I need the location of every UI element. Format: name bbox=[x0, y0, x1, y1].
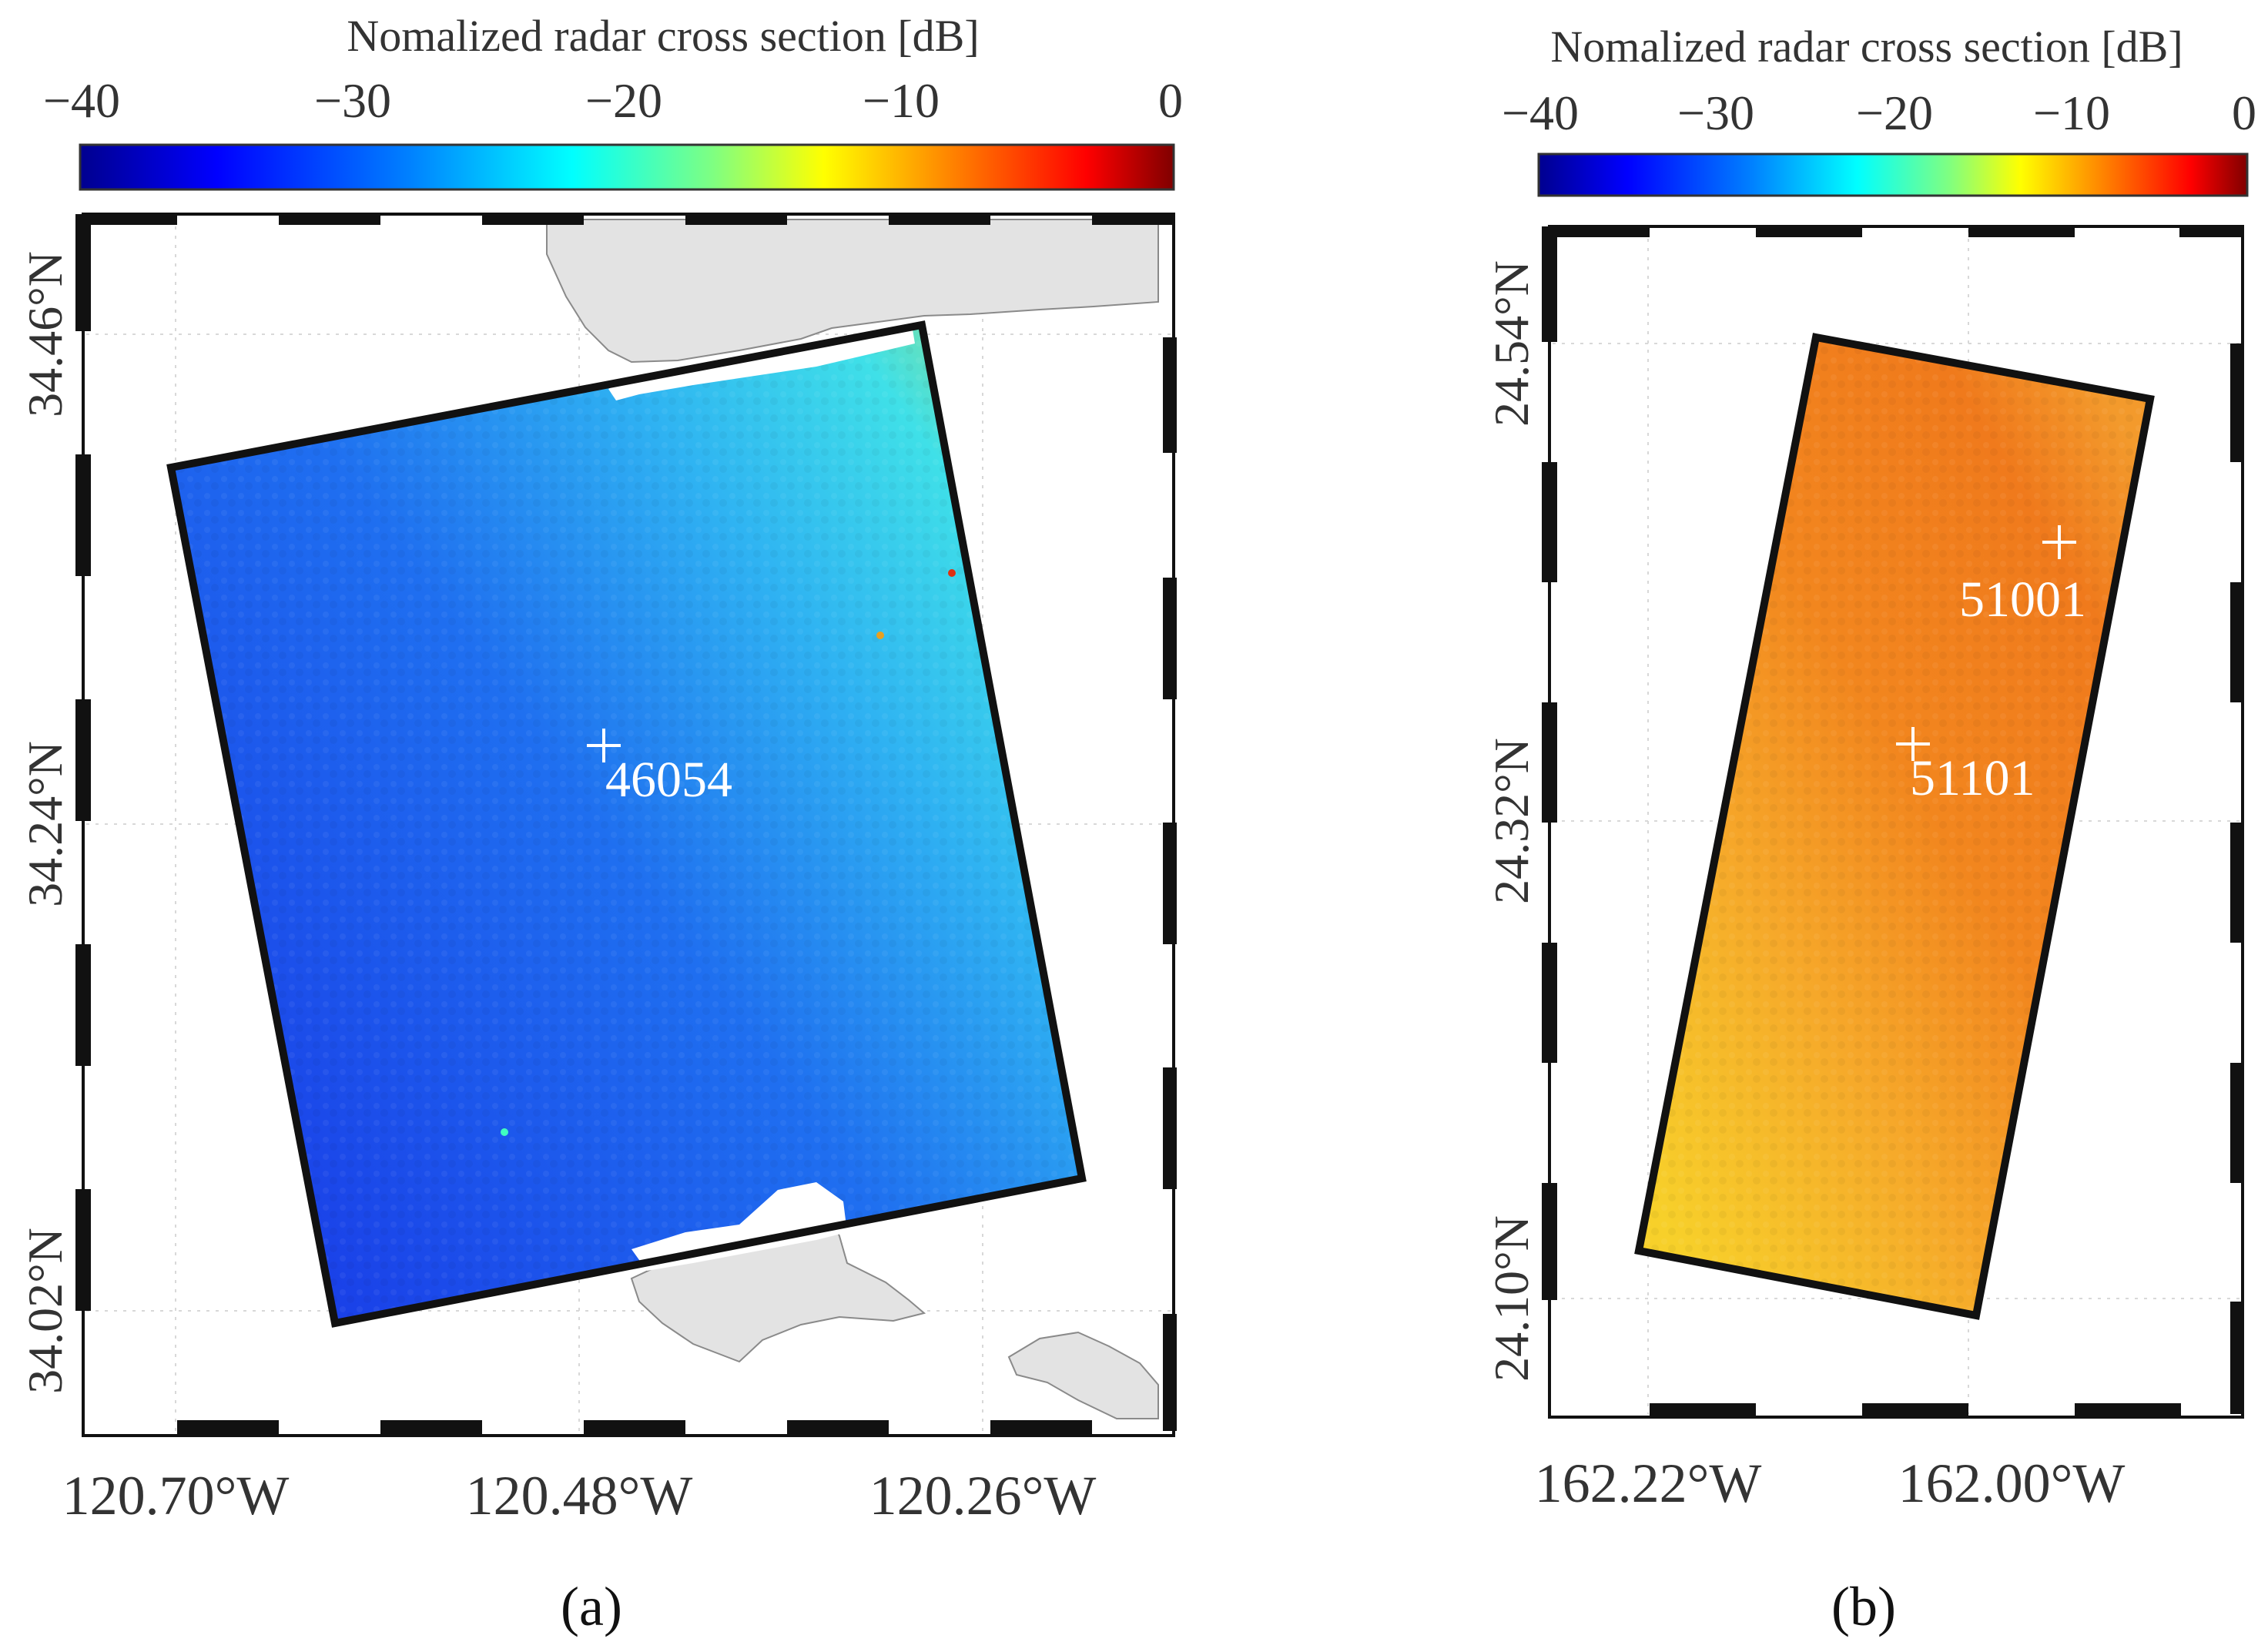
buoy-marker bbox=[2042, 525, 2076, 559]
lon-label: 120.48°W bbox=[466, 1465, 693, 1526]
buoy-label: 46054 bbox=[605, 752, 732, 808]
colorbar-tick: −10 bbox=[2033, 85, 2110, 140]
buoy-marker bbox=[1896, 727, 1930, 761]
colorbar-ticks: −40 −30 −20 −10 0 bbox=[43, 73, 1183, 128]
colorbar-tick: 0 bbox=[2232, 85, 2256, 140]
buoy-label: 51001 bbox=[1959, 571, 2086, 628]
speckle-point bbox=[876, 632, 884, 639]
lat-label: 24.54°N bbox=[1484, 260, 1539, 427]
colorbar bbox=[79, 143, 1175, 191]
colorbar-tick: −40 bbox=[43, 73, 120, 128]
colorbar-ticks: −40 −30 −20 −10 0 bbox=[1502, 85, 2256, 140]
colorbar bbox=[1537, 152, 2249, 197]
lat-label: 24.10°N bbox=[1484, 1215, 1539, 1382]
lon-label: 162.22°W bbox=[1535, 1453, 1762, 1514]
speckle-point bbox=[501, 1128, 508, 1136]
panel-label: (a) bbox=[561, 1576, 622, 1637]
frame-ticks-vertical bbox=[1542, 226, 2244, 1414]
frame-ticks-horizontal bbox=[1549, 226, 2243, 1417]
colorbar-title: Nomalized radar cross section [dB] bbox=[1550, 22, 2183, 72]
colorbar-tick: −20 bbox=[585, 73, 662, 128]
lon-label: 162.00°W bbox=[1898, 1453, 2126, 1514]
colorbar-tick: −40 bbox=[1502, 85, 1579, 140]
frame-ticks-horizontal bbox=[83, 214, 1174, 1434]
colorbar-tick: −10 bbox=[863, 73, 940, 128]
swath-outline bbox=[1634, 333, 2155, 1320]
colorbar-tick: −30 bbox=[1677, 85, 1754, 140]
speckle-point bbox=[948, 569, 956, 577]
lon-label: 120.70°W bbox=[62, 1465, 290, 1526]
sar-texture bbox=[171, 325, 1082, 1323]
panel-a: Nomalized radar cross section [dB] −40 −… bbox=[18, 11, 1183, 1637]
lon-label: 120.26°W bbox=[869, 1465, 1097, 1526]
colorbar-tick: 0 bbox=[1158, 73, 1183, 128]
land-mask-north bbox=[608, 330, 915, 400]
buoy-marker bbox=[587, 729, 621, 762]
swath-outline bbox=[166, 320, 1087, 1328]
lat-label: 24.32°N bbox=[1484, 738, 1539, 904]
buoy-label: 51101 bbox=[1910, 750, 2035, 806]
land-island-southeast bbox=[1007, 1331, 1159, 1419]
land-island-north bbox=[546, 219, 1159, 364]
colorbar-tick: −20 bbox=[1856, 85, 1933, 140]
lat-label: 34.46°N bbox=[18, 251, 72, 417]
lat-label: 34.24°N bbox=[18, 741, 72, 907]
colorbar-title: Nomalized radar cross section [dB] bbox=[347, 11, 979, 61]
panel-b: Nomalized radar cross section [dB] −40 −… bbox=[1484, 22, 2256, 1637]
land-mask-south bbox=[631, 1182, 847, 1271]
frame-ticks-vertical bbox=[75, 214, 1177, 1431]
panel-label: (b) bbox=[1831, 1576, 1896, 1637]
lat-label: 34.02°N bbox=[18, 1228, 72, 1394]
colorbar-tick: −30 bbox=[314, 73, 391, 128]
